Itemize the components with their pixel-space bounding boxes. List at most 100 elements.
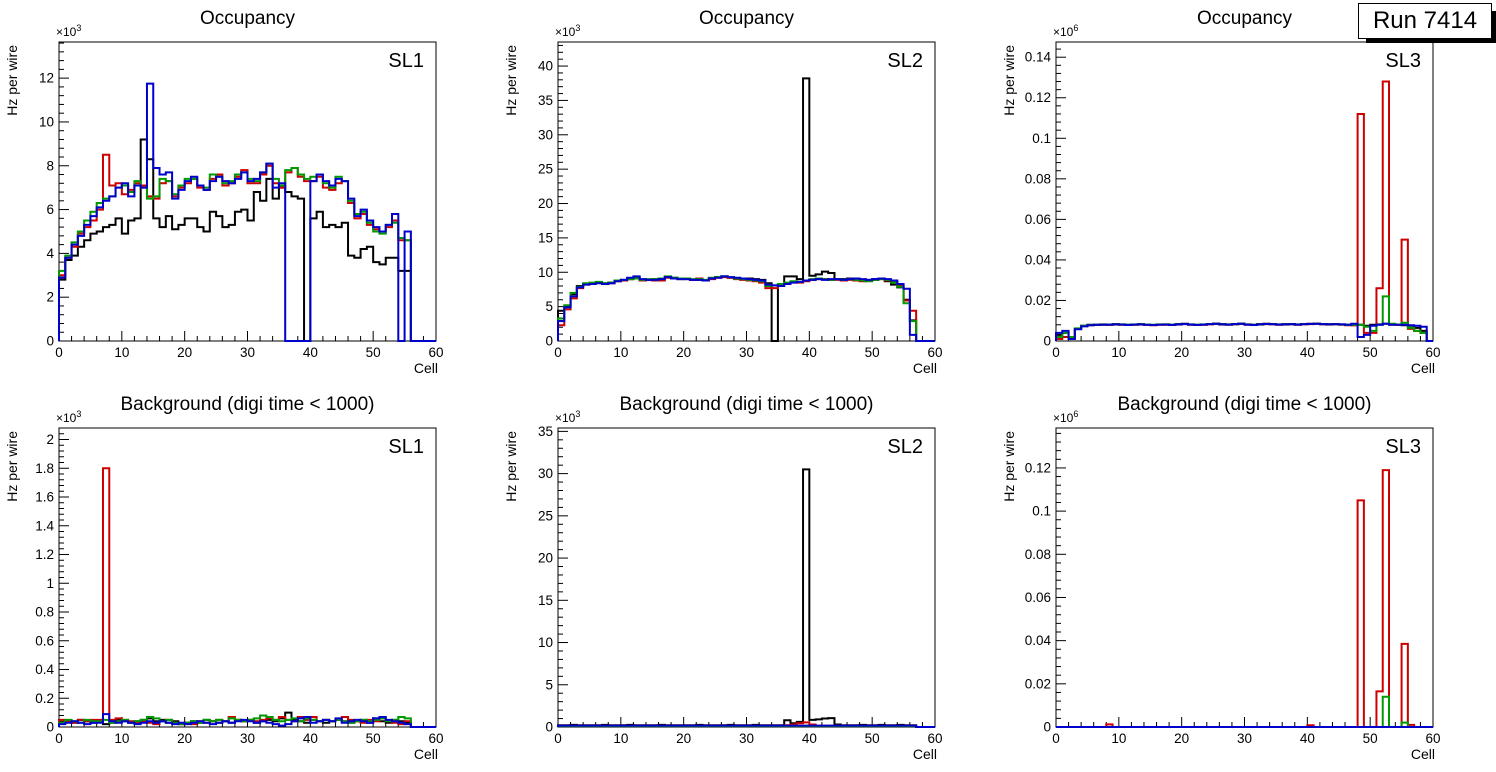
axis-exponent-label: ×103	[56, 409, 81, 425]
x-tick-label: 60	[1425, 345, 1440, 360]
x-tick-label: 40	[802, 731, 817, 746]
axes: 0 10 20 30 40 50 60 0 5 10 15 20 25 30 35 40	[538, 44, 943, 360]
series-black-histogram	[557, 468, 935, 728]
y-axis-title: Hz per wire	[4, 431, 20, 502]
y-tick-label: 0.8	[35, 605, 54, 620]
plot-frame	[557, 427, 936, 728]
y-tick-label: 0	[1043, 720, 1051, 735]
x-tick-label: 10	[1111, 731, 1126, 746]
y-tick-label: 0.04	[1025, 252, 1052, 267]
plot-frame	[557, 41, 936, 342]
x-tick-label: 20	[1174, 731, 1189, 746]
series-blue-histogram	[58, 713, 436, 728]
y-tick-label: 0.08	[1025, 171, 1051, 186]
x-tick-label: 30	[240, 731, 255, 746]
y-axis-title: Hz per wire	[4, 45, 20, 116]
x-tick-label: 10	[114, 731, 129, 746]
x-axis-title: Cell	[913, 746, 937, 762]
x-axis-title: Cell	[1411, 360, 1435, 376]
x-tick-label: 40	[303, 345, 318, 360]
series-blue-histogram	[557, 724, 935, 728]
y-tick-label: 40	[538, 59, 553, 74]
y-tick-label: 1.8	[35, 461, 54, 476]
y-tick-label: 0.1	[1032, 504, 1051, 519]
y-tick-label: 10	[538, 265, 553, 280]
x-tick-label: 20	[1174, 345, 1189, 360]
y-axis-title: Hz per wire	[1001, 431, 1017, 502]
series-black-histogram	[58, 138, 436, 342]
axis-exponent-label: ×103	[555, 409, 580, 425]
y-tick-label: 5	[545, 677, 553, 692]
x-tick-label: 30	[1237, 345, 1252, 360]
y-tick-label: 4	[46, 246, 54, 261]
series-blue-histogram	[557, 275, 935, 342]
y-tick-label: 0.02	[1025, 293, 1051, 308]
y-tick-label: 2	[46, 432, 54, 447]
x-tick-label: 50	[366, 345, 381, 360]
x-tick-label: 30	[1237, 731, 1252, 746]
y-tick-label: 0	[46, 334, 54, 349]
y-tick-label: 6	[46, 202, 54, 217]
y-tick-label: 0.14	[1025, 50, 1052, 65]
axes: 0 10 20 30 40 50 60 0 0.2 0.4 0.6 0.8 1 1.2 1.4 1.6 1.8 2	[35, 427, 444, 746]
y-tick-label: 10	[39, 114, 54, 129]
superlayer-label: SL1	[388, 436, 424, 458]
x-tick-label: 40	[1300, 731, 1315, 746]
series-red-histogram	[1056, 469, 1433, 728]
histogram-plot-background-sl2: 0 10 20 30 40 50 60 0 5 10 15 20 25 30 35 Cell Hz per wi…	[503, 409, 943, 762]
y-tick-label: 35	[538, 424, 553, 439]
histogram-plot-occupancy-sl3: 0 10 20 30 40 50 60 0 0.02 0.04 0.06 0.08 0.1 0.12 0.1…	[1001, 23, 1441, 376]
pad-background-sl3: Background (digi time < 1000) SL3 0 10 20 3…	[997, 386, 1496, 772]
series-red-histogram	[58, 467, 436, 728]
axes: 0 10 20 30 40 50 60 0 0.02 0.04 0.06 0.08 0.1 0.12 0.1…	[1025, 48, 1441, 360]
pad-background-sl2: Background (digi time < 1000) SL2 0 10 20 3…	[499, 386, 998, 772]
y-tick-label: 0.06	[1025, 212, 1051, 227]
superlayer-label: SL2	[887, 436, 923, 458]
axes: 0 10 20 30 40 50 60 0 5 10 15 20 25 30 35	[538, 424, 943, 746]
x-tick-label: 10	[114, 345, 129, 360]
y-tick-label: 1	[46, 576, 54, 591]
y-tick-label: 0	[545, 334, 553, 349]
y-tick-label: 25	[538, 162, 553, 177]
plot-title: Occupancy	[199, 8, 296, 29]
series-blue-histogram	[1055, 322, 1433, 342]
y-tick-label: 0	[46, 720, 54, 735]
y-tick-label: 0.1	[1032, 131, 1051, 146]
plot-frame	[58, 427, 437, 728]
x-tick-label: 0	[55, 345, 63, 360]
superlayer-label: SL1	[388, 50, 424, 72]
y-axis-title: Hz per wire	[503, 431, 519, 502]
y-tick-label: 12	[39, 71, 54, 86]
x-tick-label: 20	[177, 345, 192, 360]
x-tick-label: 30	[739, 345, 754, 360]
run-number-label: Run 7414	[1372, 7, 1478, 34]
x-axis-title: Cell	[414, 746, 438, 762]
series-red-histogram	[58, 153, 436, 342]
x-tick-label: 0	[55, 731, 63, 746]
x-tick-label: 10	[613, 345, 628, 360]
y-tick-label: 15	[538, 230, 553, 245]
x-tick-label: 60	[428, 731, 443, 746]
y-axis-title: Hz per wire	[503, 45, 519, 116]
superlayer-label: SL3	[1385, 436, 1421, 458]
x-tick-label: 60	[428, 345, 443, 360]
y-tick-label: 0.02	[1025, 676, 1051, 691]
x-tick-label: 0	[1052, 731, 1060, 746]
x-tick-label: 40	[303, 731, 318, 746]
x-tick-label: 20	[676, 345, 691, 360]
y-tick-label: 8	[46, 158, 54, 173]
y-tick-label: 35	[538, 93, 553, 108]
y-tick-label: 1.2	[35, 547, 54, 562]
series-blue-histogram	[58, 82, 436, 342]
y-tick-label: 15	[538, 593, 553, 608]
x-axis-title: Cell	[1411, 746, 1435, 762]
plot-title: Occupancy	[1196, 8, 1293, 29]
y-tick-label: 30	[538, 127, 553, 142]
pad-occupancy-sl1: Occupancy SL1 0 10 20 30 40 50 60 0 2 4 6 8 10 12 Cell…	[0, 0, 499, 386]
plot-title: Background (digi time < 1000)	[1117, 394, 1372, 415]
y-axis-title: Hz per wire	[1001, 45, 1017, 116]
x-tick-label: 0	[554, 345, 562, 360]
y-tick-label: 5	[545, 299, 553, 314]
series-black-histogram	[557, 77, 935, 342]
